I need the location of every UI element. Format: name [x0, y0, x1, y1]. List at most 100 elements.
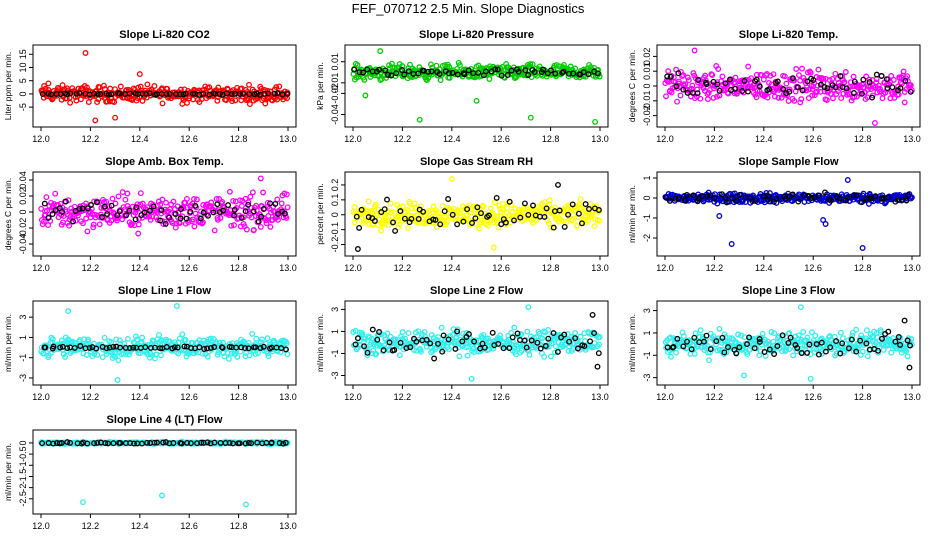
data-point: [522, 67, 529, 73]
data-point: [883, 76, 890, 83]
data-point: [668, 353, 674, 360]
data-point: [773, 195, 780, 202]
data-point: [280, 440, 287, 447]
data-point: [394, 213, 401, 220]
y-axis-label: ml/min per min.: [3, 314, 13, 372]
y-tick-label: -0.5: [18, 446, 28, 462]
data-point: [711, 194, 718, 201]
data-point: [832, 84, 839, 91]
data-point: [525, 211, 532, 218]
data-point: [741, 372, 747, 379]
data-point: [187, 440, 194, 447]
data-point: [667, 73, 674, 80]
y-tick-label: 0: [330, 212, 340, 217]
data-point: [786, 88, 793, 95]
data-point: [428, 61, 434, 68]
data-point: [444, 219, 450, 226]
data-point: [249, 189, 256, 196]
data-point: [830, 341, 837, 348]
data-point: [157, 201, 164, 208]
data-point: [587, 338, 594, 345]
data-point: [679, 73, 686, 80]
data-point: [581, 220, 588, 227]
x-tick-label: 12.4: [755, 263, 773, 273]
y-tick-label: 3: [642, 308, 652, 313]
y-tick-label: 0: [642, 83, 652, 88]
data-point: [498, 72, 505, 79]
data-point: [126, 90, 133, 97]
data-point: [65, 308, 72, 315]
data-point: [432, 216, 439, 223]
data-point: [253, 90, 260, 97]
data-point: [151, 439, 158, 446]
x-tick-label: 12.8: [542, 134, 560, 144]
data-point: [144, 439, 151, 446]
data-point: [749, 198, 756, 205]
data-point: [666, 197, 673, 204]
data-point: [665, 68, 672, 75]
data-point: [702, 77, 709, 84]
data-point: [873, 71, 880, 78]
x-tick-label: 12.6: [180, 392, 198, 402]
data-point: [136, 71, 143, 78]
data-point: [721, 349, 728, 356]
data-point: [807, 375, 814, 382]
data-point: [257, 223, 264, 230]
data-point: [284, 90, 291, 97]
data-point: [384, 330, 391, 337]
x-tick-label: 12.2: [82, 134, 100, 144]
data-point: [579, 220, 585, 227]
data-point: [569, 217, 576, 224]
data-point: [684, 89, 691, 96]
y-tick-label: 1: [330, 329, 340, 334]
data-point: [119, 189, 126, 196]
data-point: [674, 98, 681, 105]
data-point: [84, 228, 91, 235]
data-point: [259, 336, 265, 343]
data-point: [401, 71, 408, 78]
data-point: [701, 338, 707, 345]
data-point: [62, 353, 69, 360]
y-axis-label: Liter ppm per min.: [3, 52, 13, 121]
data-point: [405, 330, 412, 337]
data-point: [271, 90, 278, 97]
data-point: [361, 76, 368, 83]
data-point: [859, 348, 866, 355]
data-point: [547, 67, 554, 74]
plot-frame: [344, 44, 609, 128]
data-point: [409, 205, 416, 212]
data-point: [487, 205, 494, 212]
data-point: [759, 330, 766, 337]
data-point: [836, 195, 843, 202]
data-point: [506, 345, 513, 352]
data-point: [695, 195, 702, 202]
data-point: [596, 217, 603, 224]
data-point: [231, 212, 237, 219]
data-point: [82, 50, 89, 56]
data-point: [454, 221, 461, 228]
data-point: [100, 82, 107, 89]
data-point: [85, 99, 92, 106]
data-point: [596, 341, 603, 348]
data-point: [875, 347, 882, 354]
data-point: [798, 96, 805, 103]
chart-panel-1: Slope Li-820 CO2 12.0 12.2 12.4 12.6 12.8 13.0…: [3, 29, 297, 144]
y-tick-label: 0: [18, 209, 28, 214]
data-point: [217, 215, 224, 221]
data-point: [139, 90, 146, 97]
data-point: [480, 331, 487, 338]
data-point: [146, 213, 153, 220]
data-point: [101, 203, 108, 210]
data-point: [765, 193, 772, 200]
y-tick-label: -1: [18, 354, 28, 362]
data-point: [681, 197, 688, 204]
x-tick-label: 12.4: [443, 392, 461, 402]
data-point: [851, 78, 858, 85]
chart-title: Slope Gas Stream RH: [420, 156, 533, 168]
data-point: [845, 345, 852, 352]
data-point: [402, 335, 409, 342]
x-tick-label: 12.8: [542, 392, 560, 402]
data-point: [79, 205, 86, 212]
data-point: [531, 69, 538, 75]
data-point: [276, 83, 283, 90]
